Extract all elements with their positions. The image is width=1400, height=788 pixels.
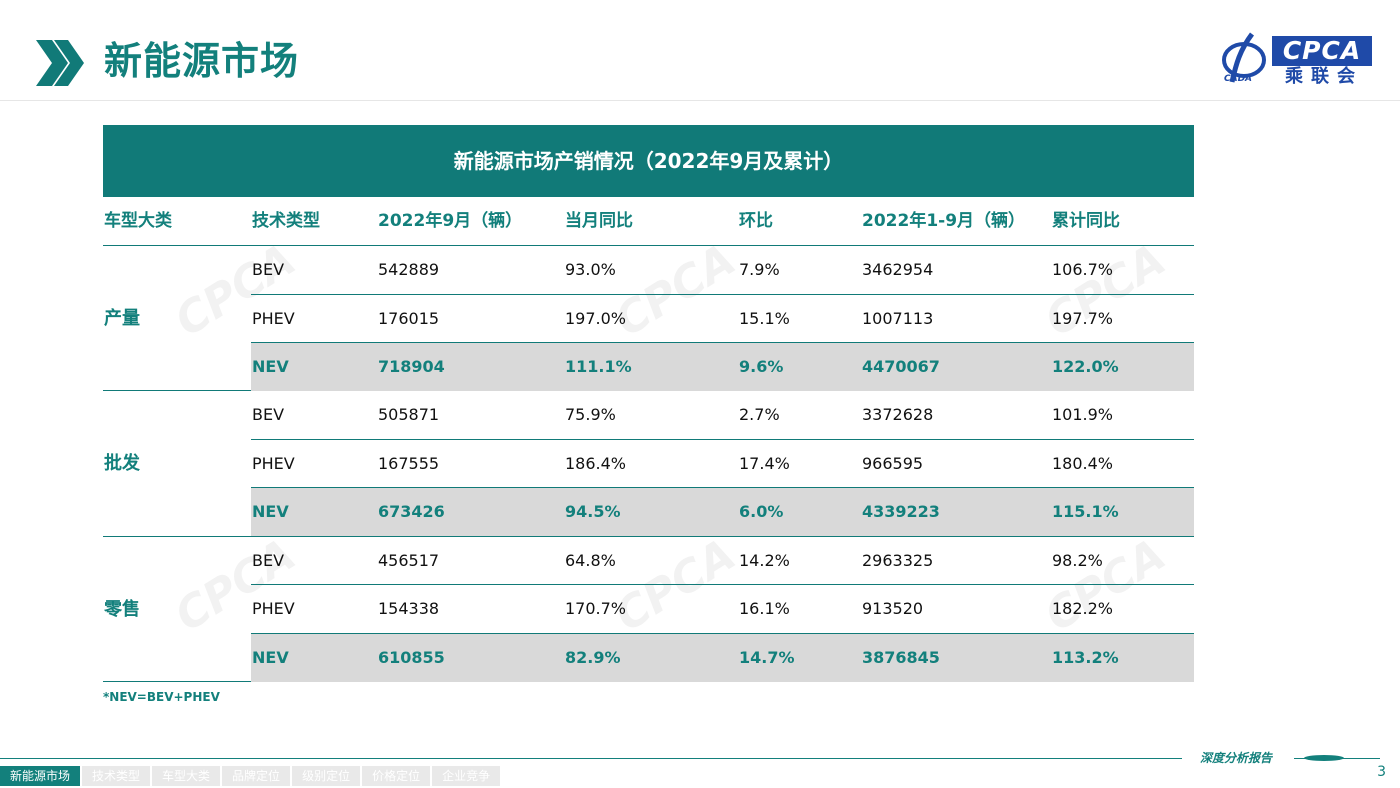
tech-type-cell: NEV — [252, 648, 289, 667]
ytd-yoy-cell: 106.7% — [1052, 260, 1114, 279]
month-volume-cell: 542889 — [378, 260, 440, 279]
column-header: 当月同比 — [565, 211, 633, 231]
yoy-cell: 186.4% — [565, 454, 627, 473]
nev-row-highlight — [251, 634, 1194, 682]
column-header: 2022年1-9月（辆） — [862, 211, 1026, 231]
mom-cell: 16.1% — [739, 599, 790, 618]
ytd-volume-cell: 913520 — [862, 599, 924, 618]
month-volume-cell: 176015 — [378, 309, 440, 328]
column-header: 累计同比 — [1052, 211, 1120, 231]
tech-type-cell: NEV — [252, 357, 289, 376]
tech-type-cell: PHEV — [252, 309, 295, 328]
table-divider — [251, 633, 1194, 634]
month-volume-cell: 673426 — [378, 502, 445, 521]
ytd-volume-cell: 1007113 — [862, 309, 934, 328]
yoy-cell: 93.0% — [565, 260, 616, 279]
tech-type-cell: BEV — [252, 260, 285, 279]
month-volume-cell: 505871 — [378, 405, 440, 424]
header-divider — [0, 100, 1400, 101]
ytd-volume-cell: 4470067 — [862, 357, 940, 376]
nav-item-tech-type[interactable]: 技术类型 — [82, 766, 151, 786]
table-footnote: *NEV=BEV+PHEV — [103, 690, 220, 704]
tech-type-cell: PHEV — [252, 454, 295, 473]
logo-wordmark: CPCA — [1272, 36, 1372, 66]
month-volume-cell: 456517 — [378, 551, 440, 570]
mom-cell: 7.9% — [739, 260, 780, 279]
category-label: 零售 — [104, 599, 140, 620]
nev-row-highlight — [251, 488, 1194, 536]
watermark-icon: CPCA — [606, 529, 745, 642]
table-divider — [251, 439, 1194, 440]
table-divider — [251, 294, 1194, 295]
yoy-cell: 170.7% — [565, 599, 627, 618]
footer-accent-icon — [1304, 755, 1344, 761]
ytd-volume-cell: 3372628 — [862, 405, 934, 424]
tech-type-cell: PHEV — [252, 599, 295, 618]
table-divider — [251, 487, 1194, 488]
yoy-cell: 75.9% — [565, 405, 616, 424]
watermark-icon: CPCA — [606, 234, 745, 347]
mom-cell: 2.7% — [739, 405, 780, 424]
table-divider — [251, 584, 1194, 585]
month-volume-cell: 610855 — [378, 648, 445, 667]
nav-item-segment[interactable]: 级别定位 — [292, 766, 361, 786]
nav-item-competition[interactable]: 企业竞争 — [432, 766, 501, 786]
table-divider — [103, 245, 1194, 246]
ytd-yoy-cell: 101.9% — [1052, 405, 1114, 424]
month-volume-cell: 154338 — [378, 599, 440, 618]
tech-type-cell: BEV — [252, 551, 285, 570]
ytd-volume-cell: 4339223 — [862, 502, 940, 521]
column-header: 环比 — [739, 211, 773, 231]
mom-cell: 14.7% — [739, 648, 795, 667]
nav-item-nev-market[interactable]: 新能源市场 — [0, 766, 81, 786]
logo-chinese-name: 乘联会 — [1285, 66, 1363, 87]
table-divider — [251, 342, 1194, 343]
page-title: 新能源市场 — [104, 39, 300, 83]
nav-item-brand[interactable]: 品牌定位 — [222, 766, 291, 786]
category-label: 批发 — [104, 453, 140, 474]
category-label: 产量 — [104, 308, 140, 329]
report-label: 深度分析报告 — [1200, 751, 1273, 765]
ytd-yoy-cell: 113.2% — [1052, 648, 1119, 667]
ytd-yoy-cell: 197.7% — [1052, 309, 1114, 328]
yoy-cell: 82.9% — [565, 648, 621, 667]
mom-cell: 9.6% — [739, 357, 784, 376]
table-title: 新能源市场产销情况（2022年9月及累计） — [103, 125, 1194, 197]
ytd-yoy-cell: 180.4% — [1052, 454, 1114, 473]
mom-cell: 17.4% — [739, 454, 790, 473]
yoy-cell: 64.8% — [565, 551, 616, 570]
mom-cell: 6.0% — [739, 502, 784, 521]
mom-cell: 15.1% — [739, 309, 790, 328]
footer-rule — [0, 758, 1182, 759]
ytd-yoy-cell: 122.0% — [1052, 357, 1119, 376]
nav-item-price[interactable]: 价格定位 — [362, 766, 431, 786]
yoy-cell: 94.5% — [565, 502, 621, 521]
yoy-cell: 197.0% — [565, 309, 627, 328]
page-number: 3 — [1377, 764, 1386, 780]
ytd-yoy-cell: 182.2% — [1052, 599, 1114, 618]
logo-sub: CADA — [1224, 74, 1253, 84]
table-divider — [103, 536, 1194, 537]
ytd-volume-cell: 3876845 — [862, 648, 940, 667]
chevron-arrows-icon — [36, 40, 84, 86]
yoy-cell: 111.1% — [565, 357, 632, 376]
tech-type-cell: BEV — [252, 405, 285, 424]
nav-item-vehicle-class[interactable]: 车型大类 — [152, 766, 221, 786]
section-nav: 新能源市场 技术类型 车型大类 品牌定位 级别定位 价格定位 企业竞争 — [0, 766, 502, 786]
column-header: 车型大类 — [104, 211, 172, 231]
ytd-volume-cell: 2963325 — [862, 551, 934, 570]
tech-type-cell: NEV — [252, 502, 289, 521]
ytd-volume-cell: 966595 — [862, 454, 924, 473]
month-volume-cell: 167555 — [378, 454, 440, 473]
nev-row-highlight — [251, 343, 1194, 391]
ytd-yoy-cell: 98.2% — [1052, 551, 1103, 570]
ytd-yoy-cell: 115.1% — [1052, 502, 1119, 521]
cpca-logo-icon — [1222, 32, 1266, 83]
mom-cell: 14.2% — [739, 551, 790, 570]
month-volume-cell: 718904 — [378, 357, 445, 376]
ytd-volume-cell: 3462954 — [862, 260, 934, 279]
column-header: 2022年9月（辆） — [378, 211, 523, 231]
column-header: 技术类型 — [252, 211, 320, 231]
